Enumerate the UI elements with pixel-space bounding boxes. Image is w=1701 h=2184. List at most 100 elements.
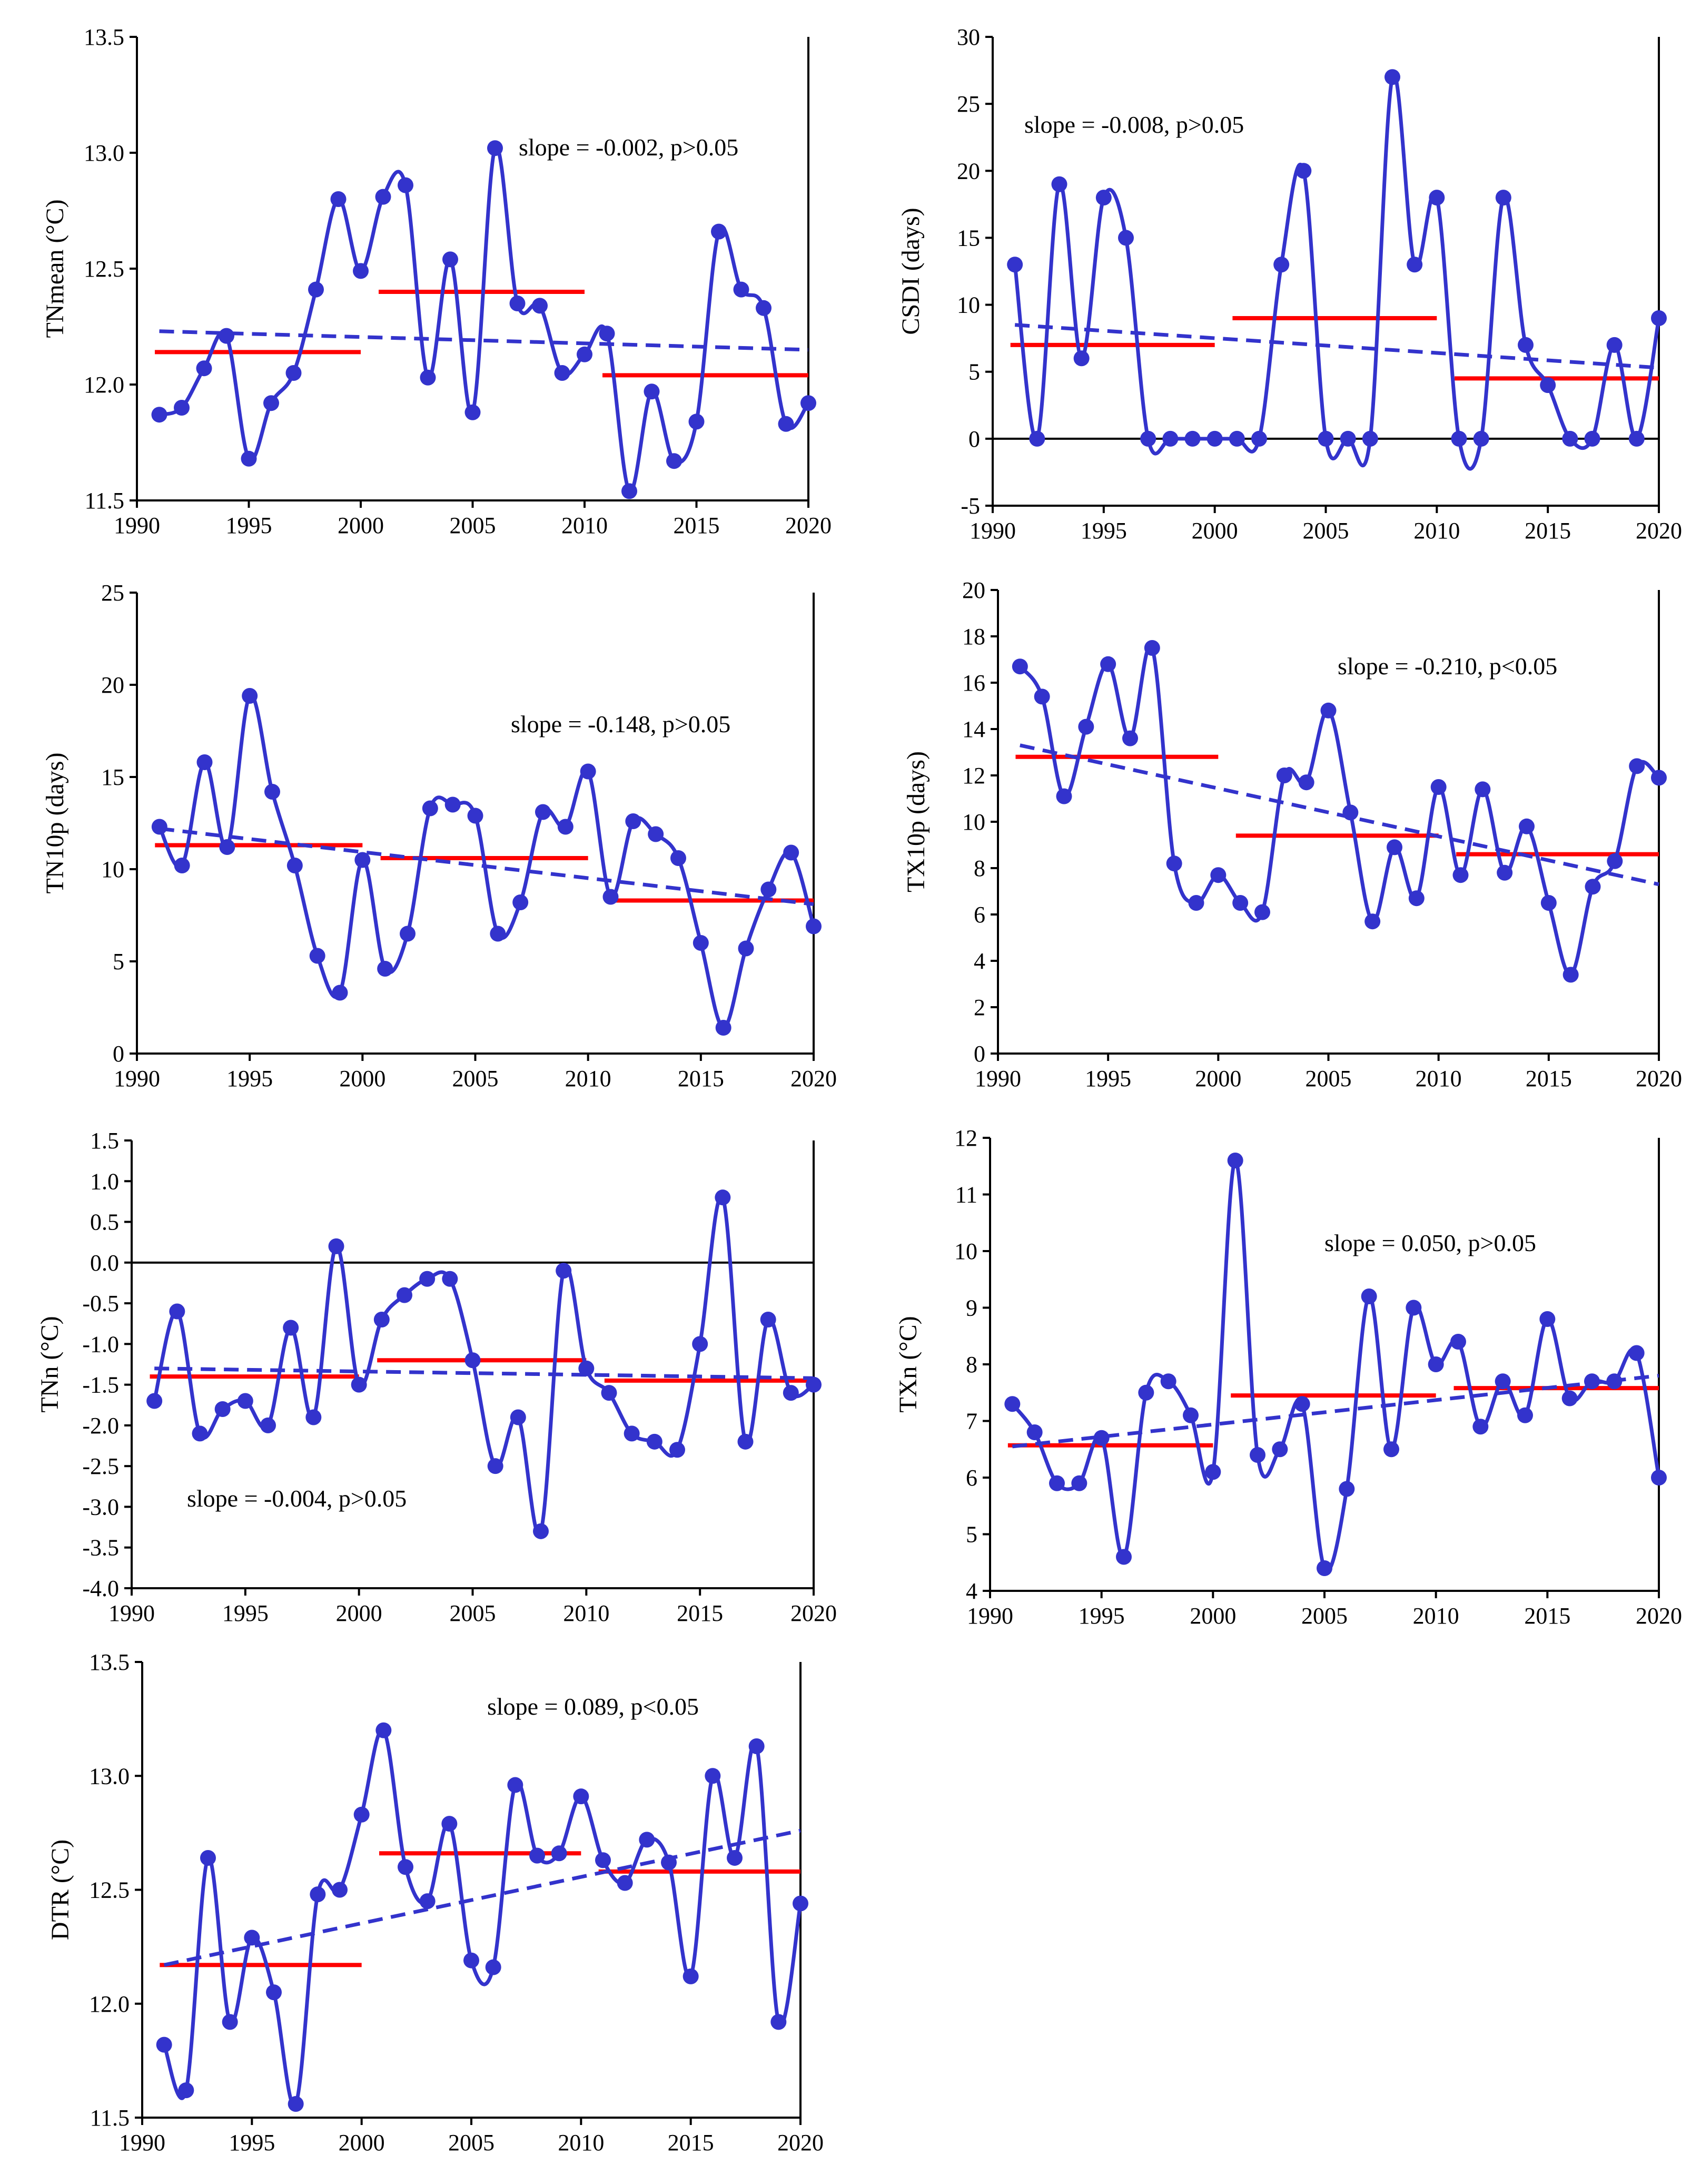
data-point [557,819,573,835]
data-point [1004,1396,1021,1412]
data-point [1451,430,1467,447]
data-point [1651,310,1667,326]
data-point [1250,1447,1265,1463]
data-point [778,416,794,432]
data-point [806,918,822,934]
data-point [1518,337,1534,353]
data-point [444,796,461,813]
data-point [1232,895,1249,911]
data-point [151,407,167,423]
data-point [529,1847,545,1864]
y-axis-label: TNn (°C) [36,1316,64,1412]
data-point [467,808,483,824]
y-tick-label: 12.5 [84,256,124,282]
y-tick-label: 13.0 [84,140,124,166]
x-tick-label: 2020 [790,1600,837,1626]
data-point [156,2037,172,2053]
x-tick-label: 2020 [790,1066,837,1091]
data-point [551,1845,567,1862]
x-tick-label: 1990 [970,518,1016,544]
x-tick-label: 2020 [1636,1066,1682,1091]
x-tick-label: 2000 [338,513,384,538]
data-point [264,784,280,800]
x-tick-label: 2010 [1413,518,1460,544]
data-point [510,1409,526,1425]
data-point [178,2082,194,2099]
chart-csdi: -5 0 5 10 15 20 25 30 1990 1995 2000 2005 2010 2015 20… [897,24,1682,544]
trend-line [1012,1374,1659,1449]
data-point [1034,688,1050,705]
data-point [1229,430,1245,447]
x-tick-label: 2000 [339,1066,385,1091]
data-point [400,926,416,942]
data-point [1205,1464,1221,1480]
data-point [266,1984,282,2001]
data-point [219,839,235,855]
y-tick-label: 10 [962,809,985,835]
trend-line [159,329,809,352]
x-tick-label: 2005 [448,2130,495,2156]
x-tick-label: 2010 [1413,1603,1459,1629]
series-line [152,1194,815,1536]
y-tick-label: 13.5 [84,24,124,50]
chart-tnmean: 11.5 12.0 12.5 13.0 13.5 1990 1995 2000 2005 2010… [41,24,832,538]
y-tick-label: -1.0 [82,1331,119,1357]
x-tick-label: 2015 [668,2130,714,2156]
y-axis-label: TN10p (days) [41,753,69,894]
data-point [688,414,705,430]
data-point [535,804,551,820]
x-tick-label: 2010 [1416,1066,1462,1091]
y-tick-label: 13.0 [89,1763,130,1789]
x-tick-label: 2015 [674,513,720,538]
x-tick-label: 2005 [452,1066,499,1091]
data-point [599,326,615,342]
data-point [442,251,458,268]
data-point [1497,864,1513,881]
x-tick-label: 1995 [1081,518,1127,544]
data-point [573,1788,589,1805]
data-point [174,400,190,416]
y-tick-label: 1.0 [90,1168,119,1194]
data-point [1519,818,1535,834]
y-tick-label: 12 [954,1125,977,1151]
data-point [288,2096,304,2112]
data-point [463,1952,479,1969]
y-tick-label: 11 [955,1182,977,1208]
x-tick-label: 2015 [1525,518,1571,544]
data-point [748,1738,765,1755]
x-tick-label: 2010 [558,2130,604,2156]
data-point [353,1806,370,1823]
data-point [578,1360,595,1376]
y-tick-label: -4.0 [82,1576,119,1601]
x-tick-label: 1990 [967,1603,1013,1629]
data-point [1184,430,1201,447]
data-point [644,383,660,400]
data-point [793,1895,808,1912]
data-point [1407,257,1423,273]
data-point [1051,176,1067,192]
y-tick-label: -2.5 [82,1453,119,1479]
y-tick-label: 8 [974,855,985,881]
data-point [353,263,369,279]
data-point [1227,1153,1243,1168]
data-point [1122,730,1138,746]
data-point [1430,779,1447,795]
y-tick-label: 14 [962,716,985,742]
data-point [354,852,371,868]
data-point [1206,430,1223,447]
y-tick-label: 20 [962,577,985,603]
data-point [621,483,637,499]
series-line [157,693,816,1030]
y-tick-label: 2 [974,995,985,1020]
data-point [1093,1430,1110,1446]
data-point [554,365,570,381]
x-tick-label: 2000 [1190,1603,1236,1629]
data-point [1166,855,1182,872]
data-point [1387,839,1402,855]
data-point [512,894,529,910]
data-point [487,1458,503,1474]
data-point [1452,867,1469,883]
data-point [595,1852,611,1868]
data-point [1339,1481,1355,1497]
data-point [1251,430,1267,447]
